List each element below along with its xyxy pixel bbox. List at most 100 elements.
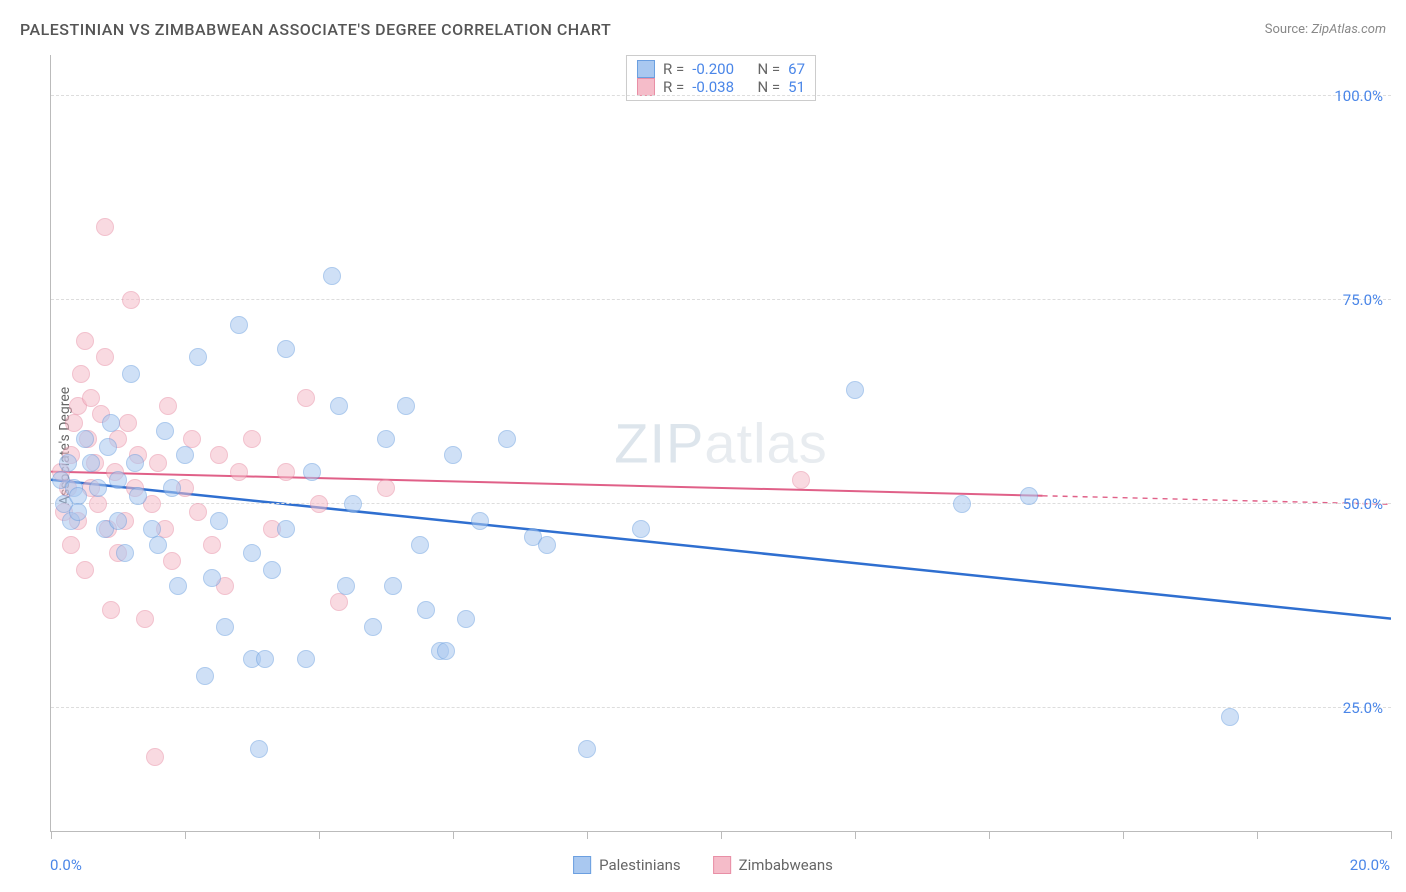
data-point [109,471,127,489]
data-point [89,495,107,513]
data-point [189,503,207,521]
watermark-bold: ZIP [614,412,704,475]
x-tick [721,831,722,839]
data-point [203,536,221,554]
data-point [116,544,134,562]
legend-swatch [713,856,731,874]
data-point [344,495,362,513]
x-tick [1123,831,1124,839]
data-point [377,430,395,448]
n-label: N = [757,60,780,78]
data-point [109,512,127,530]
gridline-h [51,503,1391,504]
data-point [146,748,164,766]
data-point [76,332,94,350]
x-tick-label: 20.0% [1350,856,1390,874]
data-point [136,610,154,628]
data-point [143,520,161,538]
legend-label: Palestinians [599,856,681,874]
x-tick [1257,831,1258,839]
data-point [99,438,117,456]
data-point [230,463,248,481]
data-point [82,454,100,472]
data-point [337,577,355,595]
gridline-h [51,707,1391,708]
data-point [310,495,328,513]
data-point [411,536,429,554]
swatch-palestinians [637,60,655,78]
data-point [122,365,140,383]
data-point [102,414,120,432]
source-link[interactable]: ZipAtlas.com [1311,22,1386,37]
legend-item: Zimbabweans [713,856,833,874]
data-point [250,740,268,758]
data-point [96,218,114,236]
data-point [163,552,181,570]
data-point [364,618,382,636]
data-point [632,520,650,538]
n-value-palestinians: 67 [788,60,805,78]
data-point [129,487,147,505]
data-point [59,454,77,472]
legend-row-zimbabweans: R = -0.038 N = 51 [637,78,805,96]
data-point [437,642,455,660]
data-point [277,463,295,481]
x-tick [319,831,320,839]
data-point [230,316,248,334]
data-point [76,561,94,579]
x-tick [1391,831,1392,839]
data-point [96,348,114,366]
data-point [169,577,187,595]
data-point [1221,708,1239,726]
data-point [256,650,274,668]
data-point [82,389,100,407]
legend-series: Palestinians Zimbabweans [573,856,833,874]
data-point [263,561,281,579]
data-point [126,454,144,472]
data-point [457,610,475,628]
data-point [397,397,415,415]
data-point [196,667,214,685]
r-label: R = [663,78,684,96]
data-point [69,503,87,521]
data-point [62,536,80,554]
data-point [538,536,556,554]
y-tick-label: 50.0% [1343,495,1383,513]
data-point [210,512,228,530]
legend-row-palestinians: R = -0.200 N = 67 [637,60,805,78]
data-point [210,446,228,464]
n-label: N = [757,78,780,96]
data-point [72,365,90,383]
legend-label: Zimbabweans [739,856,833,874]
data-point [119,414,137,432]
data-point [498,430,516,448]
x-tick [185,831,186,839]
data-point [444,446,462,464]
data-point [243,544,261,562]
source-label: Source: [1265,22,1308,37]
data-point [471,512,489,530]
r-label: R = [663,60,684,78]
data-point [297,650,315,668]
x-tick-label: 0.0% [50,856,82,874]
data-point [149,536,167,554]
data-point [417,601,435,619]
gridline-h [51,95,1391,96]
data-point [159,397,177,415]
data-point [216,618,234,636]
data-point [277,340,295,358]
data-point [953,495,971,513]
legend-item: Palestinians [573,856,681,874]
watermark: ZIPatlas [614,411,827,476]
data-point [149,454,167,472]
data-point [102,601,120,619]
y-tick-label: 25.0% [1343,699,1383,717]
chart-title: PALESTINIAN VS ZIMBABWEAN ASSOCIATE'S DE… [20,20,611,39]
data-point [792,471,810,489]
data-point [76,430,94,448]
watermark-thin: atlas [704,412,827,475]
r-value-palestinians: -0.200 [692,60,734,78]
data-point [203,569,221,587]
chart-container: PALESTINIAN VS ZIMBABWEAN ASSOCIATE'S DE… [0,0,1406,892]
data-point [297,389,315,407]
